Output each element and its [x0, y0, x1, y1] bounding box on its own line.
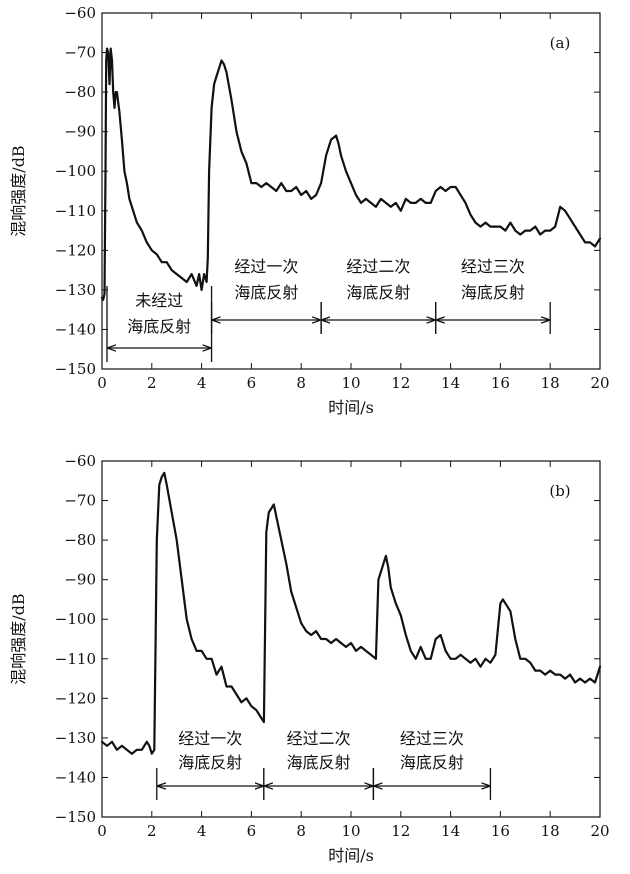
x-tick-label: 6: [247, 822, 257, 840]
annotation-label: 海底反射: [127, 317, 191, 336]
x-tick-label: 10: [341, 822, 360, 840]
y-tick-label: −100: [55, 610, 96, 628]
plot-frame: [101, 460, 601, 818]
x-tick-label: 4: [197, 822, 207, 840]
x-tick-label: 20: [590, 822, 609, 840]
y-tick-label: −100: [55, 162, 96, 180]
annotation-label: 海底反射: [461, 283, 525, 302]
y-tick-label: −130: [55, 281, 96, 299]
annotation-label: 经过二次: [346, 257, 410, 276]
annotation-label: 海底反射: [287, 753, 351, 772]
y-axis-title: 混响强度/dB: [9, 593, 28, 684]
x-tick-label: 16: [491, 822, 510, 840]
series-line-reverb-b: [100, 471, 602, 755]
x-tick-label: 18: [541, 822, 560, 840]
x-tick-label: 8: [296, 822, 306, 840]
y-tick-label: −70: [64, 492, 96, 510]
annotation-label: 经过二次: [287, 729, 351, 748]
y-tick-label: −70: [64, 44, 96, 62]
x-axis-title: 时间/s: [328, 398, 374, 417]
x-tick-label: 16: [491, 374, 510, 392]
chart-panel-b: 0 2 4 6 8 10 12 14 16 18 20 −60 −70 −80 −90 −100 −110 −12…: [9, 452, 610, 865]
y-tick-label: −130: [55, 729, 96, 747]
x-tick-label: 6: [247, 374, 257, 392]
x-tick-label: 2: [147, 374, 157, 392]
y-tick-label: −90: [64, 571, 96, 589]
x-tick-label: 14: [441, 374, 460, 392]
y-tick-label: −140: [55, 768, 96, 786]
plot-frame: [101, 12, 601, 370]
annotation-label: 海底反射: [400, 753, 464, 772]
chart-panel-a: 0 2 4 6 8 10 12 14 16 18 20 −60 −70 −80 −90 −100 −110 −12…: [9, 4, 610, 417]
y-tick-label: −110: [55, 650, 96, 668]
y-tick-label: −140: [55, 320, 96, 338]
annotation-label: 经过三次: [400, 729, 464, 748]
y-tick-label: −150: [55, 360, 96, 378]
x-tick-label: 14: [441, 822, 460, 840]
annotation-label: 经过一次: [178, 729, 242, 748]
annotation-label: 未经过: [135, 291, 183, 310]
x-axis-title: 时间/s: [328, 846, 374, 865]
x-tick-label: 2: [147, 822, 157, 840]
annotation-label: 海底反射: [346, 283, 410, 302]
x-tick-label: 20: [590, 374, 609, 392]
y-tick-label: −90: [64, 123, 96, 141]
x-tick-label: 0: [97, 374, 107, 392]
x-tick-label: 12: [391, 822, 410, 840]
y-tick-label: −150: [55, 808, 96, 826]
panel-label: (b): [549, 482, 570, 500]
series-line-reverb-a: [100, 47, 602, 301]
y-tick-label: −120: [55, 241, 96, 259]
y-tick-label: −60: [64, 452, 96, 470]
y-tick-label: −80: [64, 83, 96, 101]
panel-label: (a): [550, 34, 571, 52]
y-tick-label: −60: [64, 4, 96, 22]
x-tick-label: 12: [391, 374, 410, 392]
y-tick-label: −80: [64, 531, 96, 549]
x-tick-label: 0: [97, 822, 107, 840]
annotation-label: 经过三次: [461, 257, 525, 276]
x-tick-label: 4: [197, 374, 207, 392]
x-tick-label: 8: [296, 374, 306, 392]
x-tick-label: 18: [541, 374, 560, 392]
y-axis-title: 混响强度/dB: [9, 145, 28, 236]
annotation-label: 经过一次: [234, 257, 298, 276]
y-tick-label: −110: [55, 202, 96, 220]
y-tick-label: −120: [55, 689, 96, 707]
x-tick-label: 10: [341, 374, 360, 392]
annotation-label: 海底反射: [234, 283, 298, 302]
annotation-label: 海底反射: [178, 753, 242, 772]
